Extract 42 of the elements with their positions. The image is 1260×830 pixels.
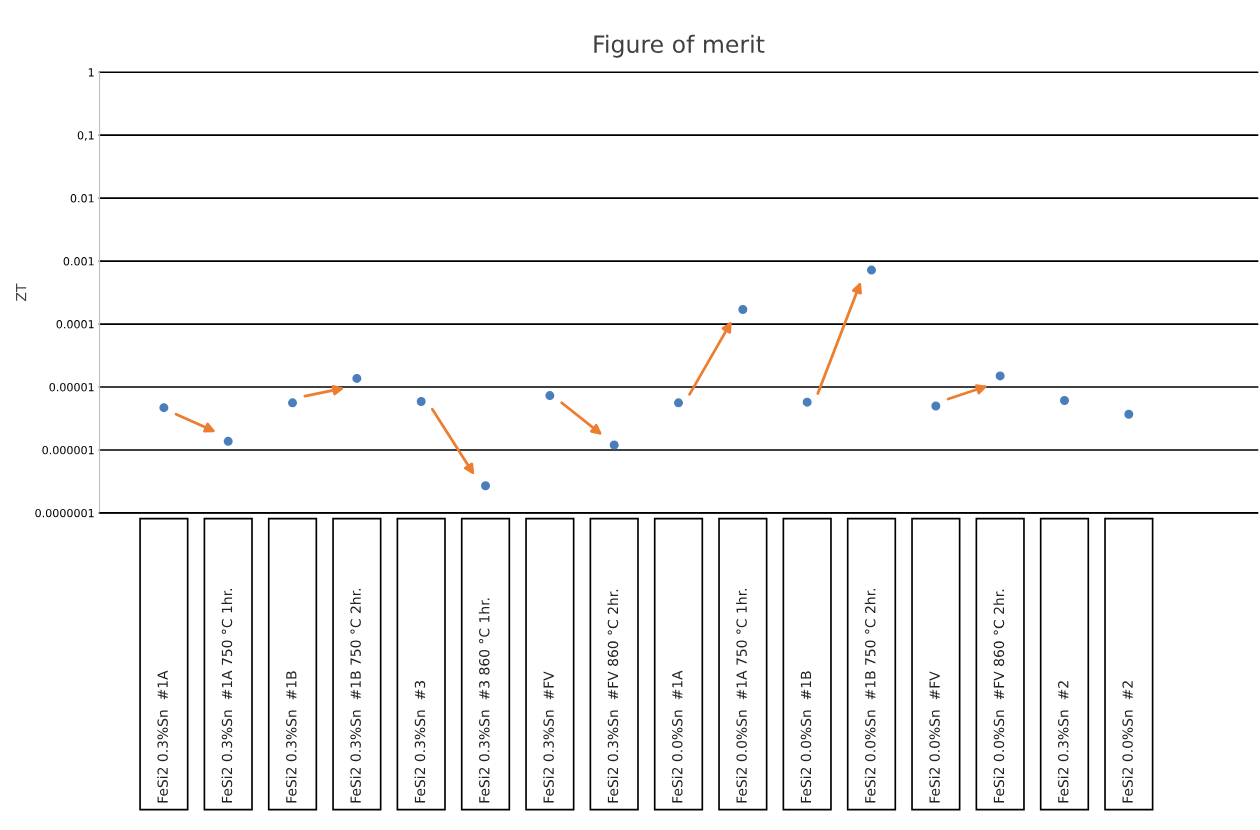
y-tick-label: 0.000001 (42, 445, 94, 455)
point (738, 305, 748, 315)
point (931, 401, 941, 411)
point (1059, 396, 1069, 406)
x-tick-label: FeSi2 0.3%Sn #1B 750 °C 2hr. (350, 588, 361, 803)
point (288, 398, 298, 408)
y-tick-label: 0.0000001 (35, 508, 94, 518)
x-tick-label: FeSi2 0.3%Sn #2 (1057, 681, 1069, 803)
point (416, 396, 426, 406)
x-tick-label: FeSi2 0.0%Sn #FV 860 °C 2hr. (993, 589, 1005, 803)
point (995, 371, 1005, 381)
x-tick-label: FeSi2 0.3%Sn #FV 860 °C 2hr. (607, 589, 619, 803)
x-tick-label: FeSi2 0.0%Sn #1B (800, 671, 812, 803)
x-tick-label: FeSi2 0.0%Sn #1A 750 °C 1hr. (736, 589, 747, 803)
point (609, 440, 619, 450)
x-tick-label: FeSi2 0.3%Sn #3 860 °C 1hr. (478, 598, 490, 803)
x-tick-label: FeSi2 0.0%Sn #2 (1122, 681, 1133, 803)
y-tick-label: 0.0001 (56, 320, 94, 329)
x-tick-label: FeSi2 0.0%Sn #1B 750 °C 2hr. (864, 588, 876, 803)
point (674, 398, 684, 408)
y-tick-label: 0.00001 (49, 382, 94, 392)
point (545, 391, 555, 401)
point (352, 373, 362, 383)
y-tick-label: 1 (88, 68, 94, 77)
x-tick-label: FeSi2 0.3%Sn #FV (543, 671, 554, 803)
point (481, 481, 491, 491)
x-tick-label: FeSi2 0.3%Sn #1A 750 °C 1hr. (221, 589, 233, 803)
point (1124, 409, 1134, 419)
chart-title: Figure of merit (594, 34, 765, 58)
point (802, 397, 812, 407)
y-tick-label: 0.001 (63, 257, 94, 266)
point (159, 403, 169, 413)
y-tick-label: 0.01 (70, 194, 94, 203)
y-axis-title: ZT (16, 283, 27, 301)
x-tick-label: FeSi2 0.0%Sn #FV (929, 671, 940, 803)
y-tick-label: 0,1 (77, 131, 94, 141)
x-tick-label: FeSi2 0.3%Sn #1B (285, 671, 297, 803)
point (867, 265, 876, 275)
point (223, 436, 233, 446)
x-tick-label: FeSi2 0.0%Sn #1A (671, 670, 683, 803)
x-tick-label: FeSi2 0.3%Sn #1A (157, 670, 168, 803)
x-tick-label: FeSi2 0.3%Sn #3 (414, 681, 426, 803)
